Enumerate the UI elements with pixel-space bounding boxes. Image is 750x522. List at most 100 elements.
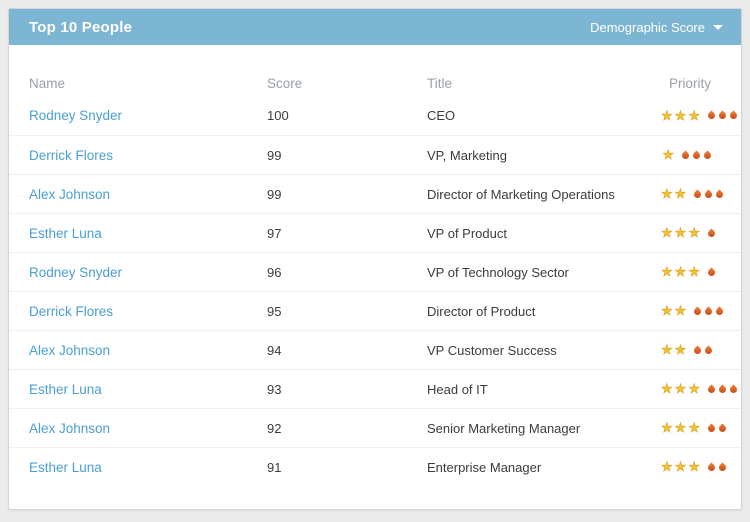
priority-rating: ★ ★ ★ (661, 225, 717, 240)
star-icon: ★ (674, 107, 687, 123)
top-people-card: Top 10 People Demographic Score Name Sco… (8, 8, 742, 510)
score-value: 95 (267, 303, 282, 319)
priority-rating: ★ (661, 147, 713, 162)
score-value: 94 (267, 342, 282, 358)
person-link[interactable]: Derrick Flores (29, 303, 114, 319)
flame-icon (703, 306, 714, 316)
title-value: Head of IT (427, 381, 488, 397)
star-icon: ★ (688, 264, 700, 279)
priority-rating: ★ ★ ★ (661, 459, 728, 474)
flame-icon (692, 345, 703, 355)
table-row: Derrick Flores 95 Director of Product ★ ★ (9, 291, 741, 330)
priority-rating: ★ ★ ★ (661, 264, 717, 279)
score-value: 93 (267, 381, 282, 397)
flame-icon (717, 462, 728, 472)
person-link[interactable]: Esther Luna (29, 459, 102, 475)
table-row: Alex Johnson 94 VP Customer Success ★ ★ (9, 330, 741, 369)
flame-icon (691, 150, 702, 160)
star-icon: ★ (674, 381, 687, 396)
people-table: Name Score Title Priority Rodney Snyder 1… (9, 70, 741, 486)
card-title: Top 10 People (29, 18, 133, 36)
table-header-row: Name Score Title Priority (9, 70, 741, 96)
table-row: Alex Johnson 99 Director of Marketing Oper… (9, 174, 741, 213)
score-value: 97 (267, 225, 282, 241)
flame-icon (706, 462, 717, 472)
person-link[interactable]: Rodney Snyder (29, 108, 123, 123)
title-value: CEO (427, 108, 456, 123)
priority-rating: ★ ★ ★ (661, 381, 739, 396)
title-value: Director of Marketing Operations (427, 186, 615, 202)
priority-rating: ★ ★ (661, 342, 714, 357)
star-icon: ★ (674, 186, 687, 201)
person-link[interactable]: Alex Johnson (29, 186, 111, 202)
person-link[interactable]: Esther Luna (29, 381, 102, 397)
star-icon: ★ (674, 420, 687, 435)
star-icon: ★ (674, 459, 687, 474)
flame-icon (714, 306, 725, 316)
star-icon: ★ (688, 225, 700, 240)
flame-icon (706, 228, 717, 238)
person-link[interactable]: Alex Johnson (29, 420, 111, 436)
person-link[interactable]: Esther Luna (29, 225, 102, 241)
table-row: Alex Johnson 92 Senior Marketing Manager ★ ★… (9, 408, 741, 447)
star-icon: ★ (688, 420, 700, 435)
title-value: Enterprise Manager (427, 459, 542, 475)
flame-icon (728, 110, 739, 121)
flame-icon (692, 189, 703, 199)
title-value: VP of Product (427, 225, 507, 241)
table-row: Derrick Flores 99 VP, Marketing ★ (9, 135, 741, 174)
priority-rating: ★ ★ (661, 303, 725, 318)
title-value: VP of Technology Sector (427, 264, 569, 280)
column-header-title: Title (427, 75, 453, 91)
star-icon: ★ (661, 225, 673, 240)
flame-icon (706, 110, 717, 121)
table-row: Esther Luna 97 VP of Product ★ ★ ★ (9, 213, 741, 252)
flame-icon (714, 189, 725, 199)
person-link[interactable]: Derrick Flores (29, 147, 114, 163)
flame-icon (680, 150, 691, 160)
flame-icon (717, 423, 728, 433)
flame-icon (692, 306, 703, 316)
score-value: 99 (267, 147, 282, 163)
score-value: 92 (267, 420, 282, 436)
title-value: VP Customer Success (427, 342, 557, 358)
star-icon: ★ (661, 342, 673, 357)
star-icon: ★ (674, 264, 687, 279)
score-type-dropdown[interactable]: Demographic Score (590, 20, 723, 35)
star-icon: ★ (674, 225, 687, 240)
column-header-name: Name (29, 75, 66, 91)
star-icon: ★ (661, 459, 673, 474)
caret-down-icon (713, 25, 723, 30)
flame-icon (717, 384, 728, 394)
star-icon: ★ (688, 459, 700, 474)
table-row: Esther Luna 93 Head of IT ★ ★ ★ (9, 369, 741, 408)
flame-icon (717, 110, 728, 121)
flame-icon (706, 384, 717, 394)
priority-rating: ★ ★ (661, 186, 725, 201)
star-icon: ★ (688, 107, 700, 123)
flame-icon (728, 384, 739, 394)
table-body: Rodney Snyder 100 CEO ★ ★ ★ Derrick Flores 99 VP… (9, 96, 741, 486)
score-value: 99 (267, 186, 282, 202)
star-icon: ★ (688, 381, 700, 396)
priority-rating: ★ ★ ★ (661, 107, 739, 123)
title-value: VP, Marketing (427, 147, 507, 163)
flame-icon (703, 189, 714, 199)
star-icon: ★ (662, 147, 674, 162)
flame-icon (702, 150, 713, 160)
table-row: Rodney Snyder 96 VP of Technology Sector ★ ★… (9, 252, 741, 291)
person-link[interactable]: Rodney Snyder (29, 264, 123, 280)
score-value: 91 (267, 459, 282, 475)
score-value: 96 (267, 264, 282, 280)
star-icon: ★ (661, 264, 673, 279)
table-row: Rodney Snyder 100 CEO ★ ★ ★ (9, 96, 741, 135)
title-value: Senior Marketing Manager (427, 420, 581, 436)
star-icon: ★ (661, 381, 673, 396)
priority-rating: ★ ★ ★ (661, 420, 728, 435)
column-header-score: Score (267, 75, 303, 91)
title-value: Director of Product (427, 303, 536, 319)
person-link[interactable]: Alex Johnson (29, 342, 111, 358)
score-value: 100 (267, 108, 289, 123)
star-icon: ★ (674, 303, 687, 318)
flame-icon (703, 345, 714, 355)
